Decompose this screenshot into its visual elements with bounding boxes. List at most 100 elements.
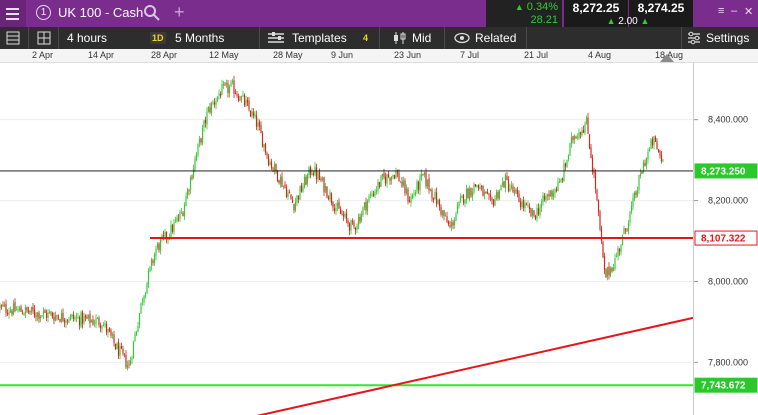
candle-body [81, 311, 84, 324]
candle-body [398, 172, 400, 182]
candle-body [455, 214, 457, 221]
range-selector[interactable]: 5 Months [175, 31, 225, 45]
templates-icon [268, 32, 284, 43]
candle-body [408, 200, 411, 203]
candle-body [141, 301, 144, 303]
settings-icon[interactable] [687, 31, 701, 45]
candle-body [278, 179, 280, 183]
candle-body [552, 192, 555, 198]
buy-button[interactable]: 8,274.25 [629, 0, 693, 27]
layout-list-icon[interactable] [6, 31, 20, 45]
candle-body [530, 208, 532, 216]
candle-body [302, 187, 304, 192]
eye-icon [454, 32, 470, 44]
support-price-label: 8,107.322 [701, 234, 746, 245]
candle-body [297, 195, 300, 200]
candle-body [263, 144, 265, 148]
candle-body [374, 191, 376, 196]
candle-body [153, 254, 156, 263]
price-type-selector[interactable]: Mid [412, 31, 432, 45]
candle-body [260, 125, 262, 134]
close-icon[interactable]: ✕ [744, 6, 754, 18]
candle-body [132, 341, 135, 359]
search-icon[interactable] [142, 3, 162, 23]
change-percent: ▲ 0.34% [515, 1, 558, 13]
candle-body [356, 226, 358, 230]
candle-body [251, 111, 253, 117]
daily-change-panel: ▲ 0.34% 28.21 [486, 0, 562, 27]
candle-body [636, 190, 639, 196]
candle-body [233, 80, 235, 94]
candle-body [68, 320, 70, 322]
candle-body [372, 193, 375, 196]
candle-body [395, 171, 397, 178]
sell-button[interactable]: 8,272.25 [564, 0, 628, 27]
candle-body [135, 331, 138, 336]
candle-body [545, 196, 547, 201]
candle-body [177, 218, 180, 220]
candle-body [347, 220, 349, 224]
candle-body [593, 171, 595, 174]
instrument-title[interactable]: UK 100 - Cash [58, 5, 144, 20]
candle-body [641, 172, 643, 174]
green-line-price-label: 7,743.672 [701, 381, 746, 392]
candle-body [573, 135, 576, 141]
candle-body [341, 214, 343, 216]
candle-body [234, 92, 237, 94]
settings-button[interactable]: Settings [706, 31, 750, 45]
candle-body [560, 179, 562, 182]
candle-body [8, 312, 10, 315]
candle-body [378, 182, 381, 187]
candle-body [627, 223, 630, 231]
candle-body [633, 192, 636, 199]
candle-body [365, 202, 367, 211]
candle-body [473, 184, 475, 193]
add-tab-icon[interactable]: + [174, 2, 185, 22]
candle-body [78, 317, 81, 326]
candle-body [230, 82, 232, 87]
menu-icon[interactable] [0, 0, 26, 27]
interval-selector[interactable]: 4 hours [67, 31, 108, 45]
minimize-icon[interactable]: – [731, 5, 738, 17]
candle-body [245, 100, 247, 106]
price-axis[interactable]: 8,400.000 8,200.000 8,000.000 7,800.000 8,27… [693, 63, 758, 415]
candle-body [201, 127, 204, 144]
sell-price: 8,272.25 [572, 1, 620, 15]
candle-body [489, 194, 492, 198]
candle-body [9, 310, 12, 313]
chart-grid [0, 119, 693, 363]
candle-body [51, 312, 54, 318]
divider [28, 27, 29, 49]
candle-body [122, 348, 124, 354]
chart-canvas[interactable] [0, 63, 758, 415]
candle-body [584, 124, 586, 134]
candle-body [464, 199, 466, 204]
divider [58, 27, 59, 49]
candle-body [350, 219, 352, 231]
candle-body [126, 365, 129, 369]
candle-body [615, 256, 618, 258]
candle-body [422, 174, 424, 176]
candle-body [498, 191, 501, 199]
candle-body [338, 202, 340, 209]
scroll-to-end-icon[interactable] [660, 54, 674, 64]
templates-button[interactable]: Templates [292, 31, 347, 45]
candle-body [257, 122, 259, 127]
drag-handle-icon[interactable]: ≡ [718, 5, 725, 17]
candle-body [459, 197, 462, 202]
candle-body [441, 210, 444, 216]
candle-body [326, 186, 328, 198]
candle-body [570, 137, 573, 144]
candle-body [401, 181, 403, 187]
candle-body [561, 178, 564, 181]
candle-body [29, 311, 31, 313]
candle-body [456, 205, 459, 214]
price-chart[interactable]: 8,400.000 8,200.000 8,000.000 7,800.000 8,27… [0, 63, 758, 415]
candle-body [392, 174, 394, 177]
related-button[interactable]: Related [475, 31, 517, 45]
candle-body [471, 192, 474, 197]
candle-body [216, 96, 219, 101]
candle-body [539, 207, 541, 216]
grid-layout-icon[interactable] [37, 31, 51, 45]
